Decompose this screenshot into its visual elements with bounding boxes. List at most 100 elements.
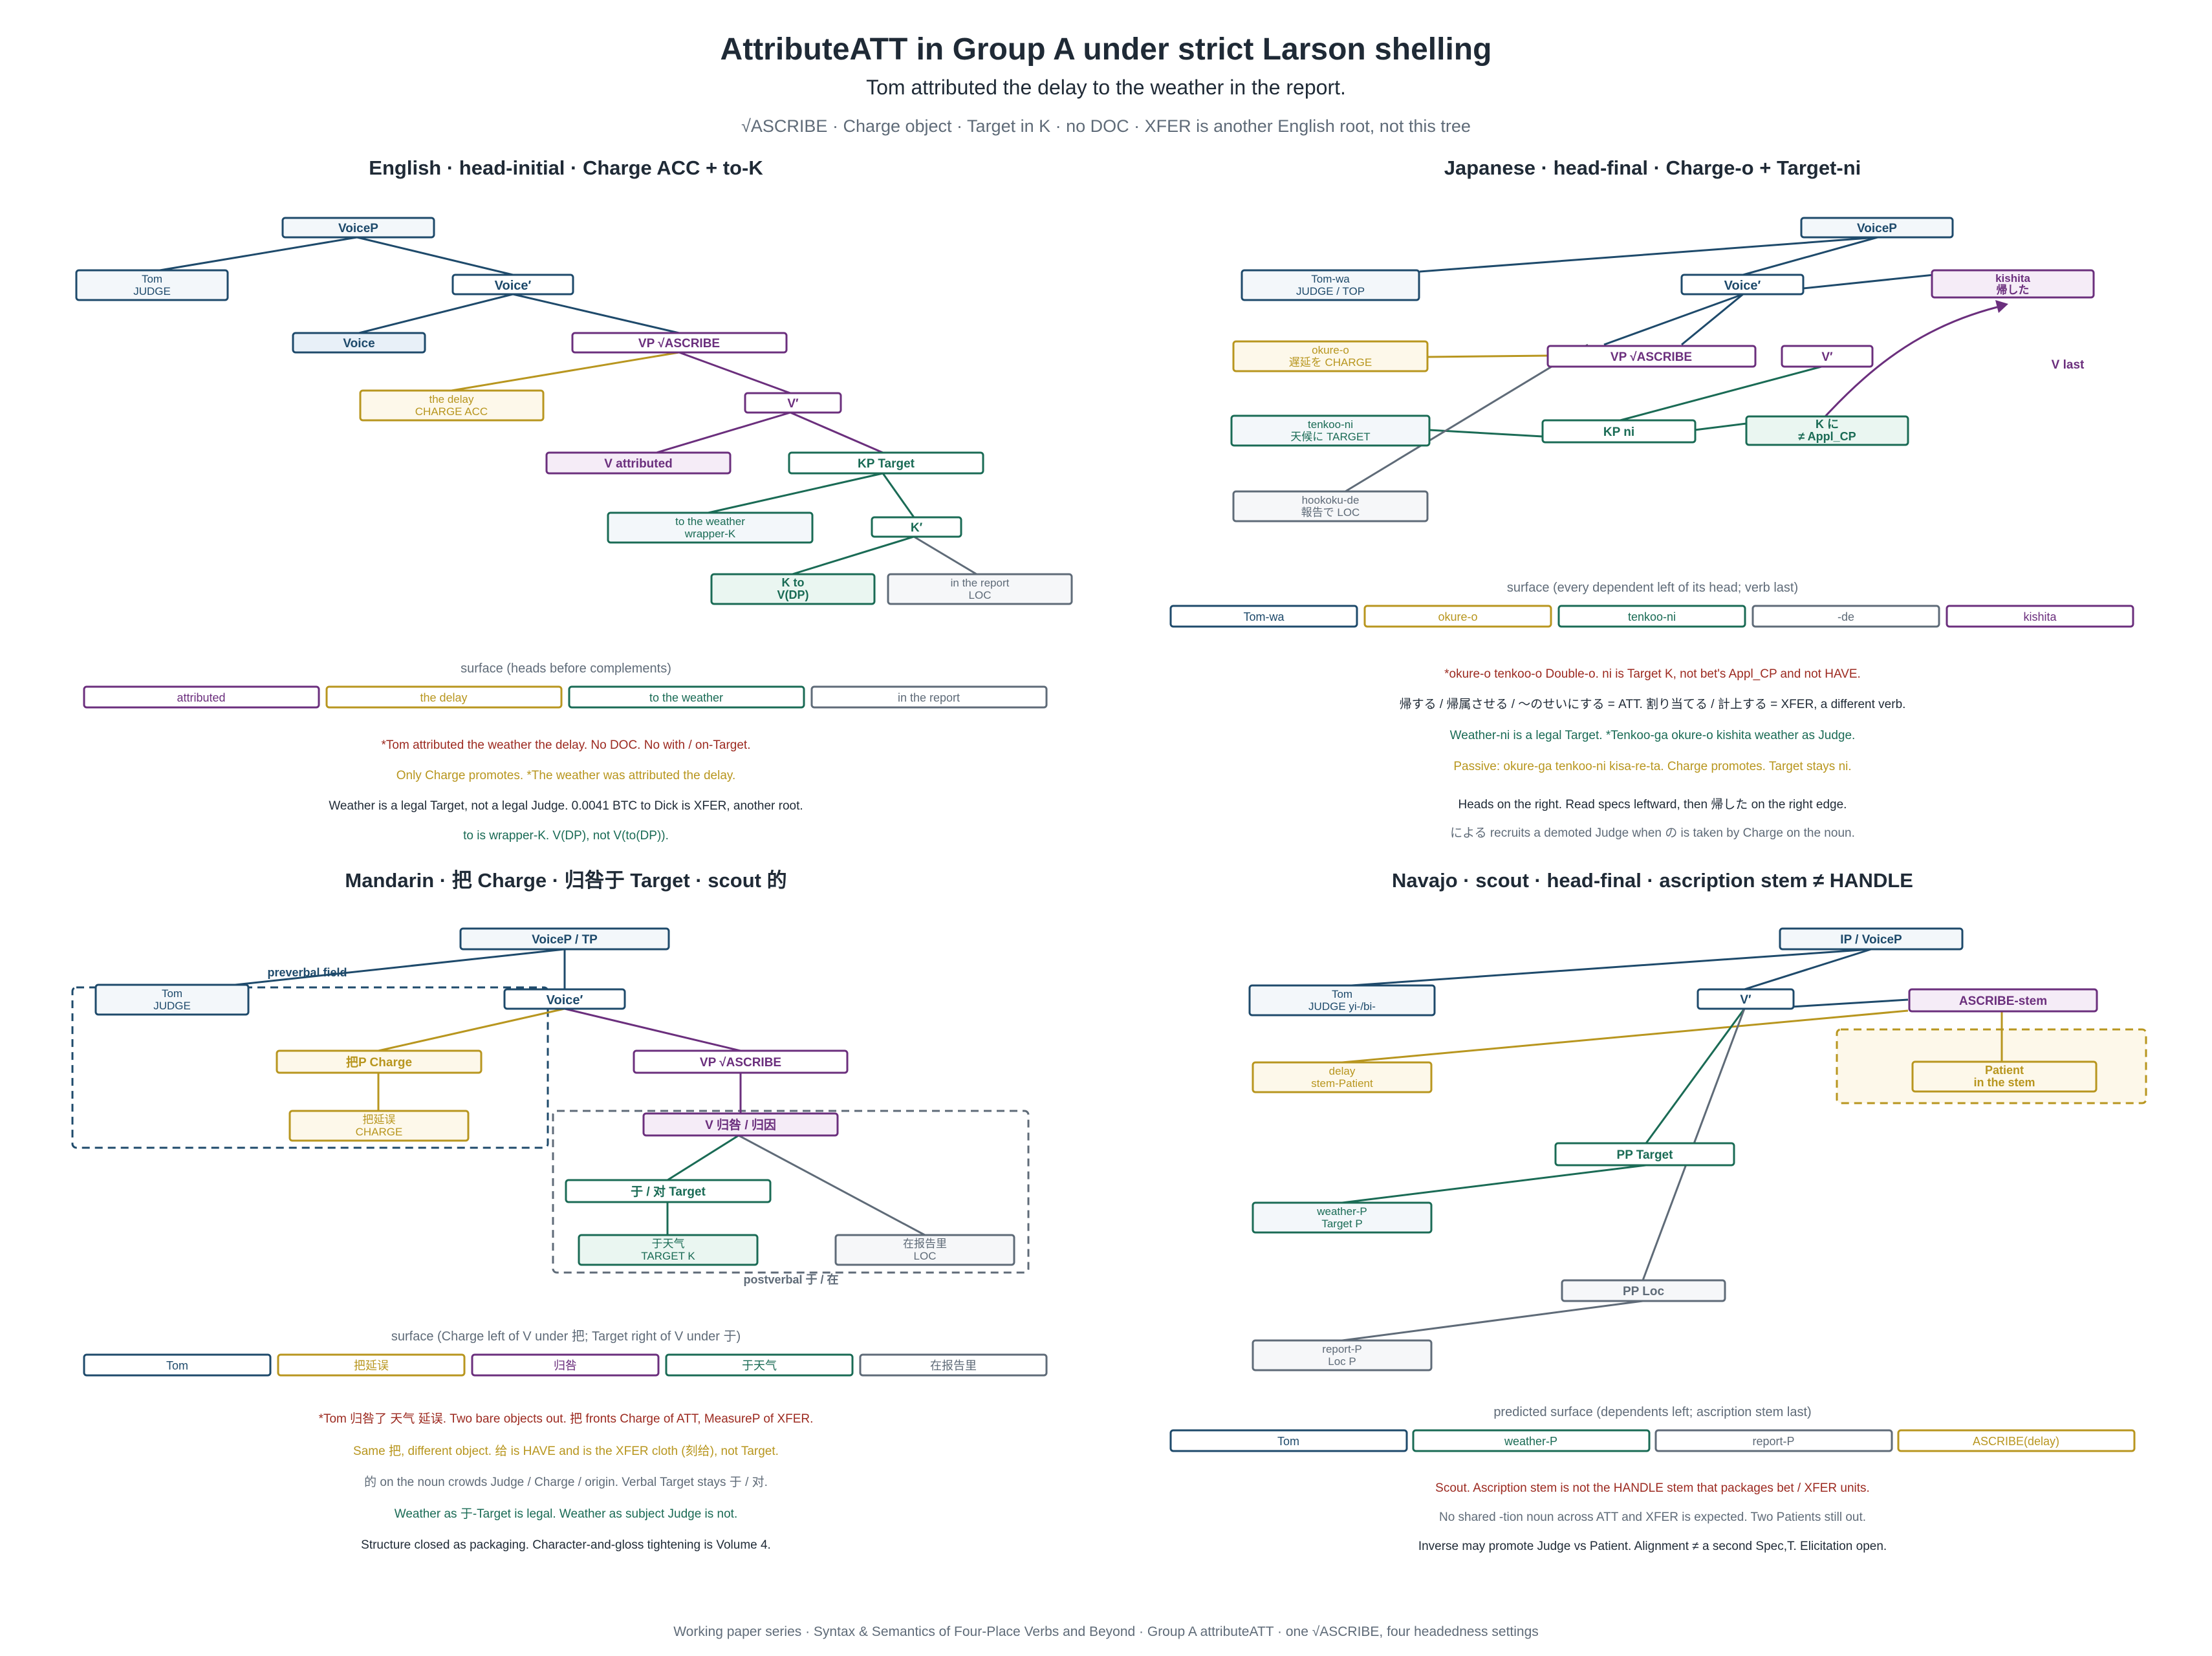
node-kp-target: KP Target [788, 451, 984, 475]
surface-text: -de [1838, 610, 1854, 623]
edge [356, 236, 514, 276]
surface-text: tenkoo-ni [1628, 610, 1676, 623]
node-gloss: 天候に TARGET [1290, 431, 1370, 443]
node-label: Tom [162, 987, 182, 1000]
node-label: weather-P [1316, 1205, 1367, 1218]
node-v-guijiu: V 归咎 / 归因 [642, 1112, 839, 1137]
node-label: Voice′ [495, 279, 532, 293]
surface-token: Tom [83, 1353, 272, 1377]
note: による recruits a demoted Judge when の is t… [1450, 826, 1855, 840]
navajo-heading: Navajo · scout · head-final · ascription… [1392, 869, 1913, 892]
node-tenkoo-ni: tenkoo-ni 天候に TARGET [1230, 414, 1431, 447]
node-the-delay: the delay CHARGE ACC [359, 389, 545, 422]
page-footer: Working paper series · Syntax & Semantic… [673, 1624, 1539, 1639]
node-voicep-tp: VoiceP / TP [459, 927, 670, 951]
edge [1694, 422, 1747, 431]
note: Weather as 于-Target is legal. Weather as… [395, 1507, 738, 1521]
node-label: in the report [951, 577, 1010, 589]
edge [1341, 1300, 1643, 1342]
edge [1419, 236, 1878, 273]
note: Scout. Ascription stem is not the HANDLE… [1435, 1481, 1870, 1495]
surface-token: weather-P [1412, 1429, 1651, 1452]
panel-mandarin: Mandarin · 把 Charge · 归咎于 Target · scout… [71, 869, 1048, 1552]
node-kishita: kishita 帰した [1931, 269, 2095, 299]
node-label: V′ [1740, 993, 1751, 1007]
edge [792, 535, 915, 575]
edge [564, 1007, 741, 1052]
node-voicebar: Voice′ [1680, 274, 1805, 296]
node-k-ni: K に ≠ Appl_CP [1745, 415, 1909, 446]
node-yu-tianqi: 于天气 TARGET K [578, 1234, 759, 1266]
panel-navajo: Navajo · scout · head-final · ascription… [1169, 869, 2147, 1553]
surface-text: Tom [166, 1359, 188, 1372]
node-to-the-weather: to the weather wrapper-K [607, 511, 814, 544]
node-label: tenkoo-ni [1308, 418, 1353, 431]
edge [1345, 343, 1589, 493]
note: Inverse may promote Judge vs Patient. Al… [1418, 1540, 1887, 1553]
note: Weather-ni is a legal Target. *Tenkoo-ga… [1450, 729, 1856, 742]
node-label: ASCRIBE-stem [1959, 995, 2047, 1008]
node-weather-p: weather-P Target P [1252, 1201, 1433, 1234]
node-label: hookoku-de [1302, 494, 1360, 506]
node-label: V′ [1821, 350, 1833, 364]
note: *Tom 归咎了 天气 延误. Two bare objects out. 把 … [319, 1412, 814, 1426]
node-label: IP / VoiceP [1840, 933, 1902, 947]
japanese-surface: Tom-wa okure-o tenkoo-ni -de kishita [1169, 605, 2134, 628]
node-label: Voice′ [547, 993, 583, 1007]
node-okure-o: okure-o 遅延を CHARGE [1232, 340, 1429, 372]
node-tom-judge: Tom JUDGE [75, 269, 229, 301]
node-hookoku-de: hookoku-de 報告で LOC [1232, 490, 1429, 522]
node-label: 于 / 对 Target [631, 1184, 706, 1199]
surface-text: okure-o [1438, 610, 1477, 623]
node-report-p: report-P Loc P [1252, 1339, 1433, 1371]
node-gloss: stem-Patient [1311, 1077, 1373, 1090]
node-vp-ascribe: VP √ASCRIBE [633, 1049, 849, 1074]
surface-token: the delay [325, 685, 563, 709]
note: Same 把, different object. 给 is HAVE and … [353, 1444, 779, 1458]
node-label: VP √ASCRIBE [1610, 350, 1692, 364]
node-label: 于天气 [652, 1238, 685, 1250]
note: No shared -tion noun across ATT and XFER… [1439, 1511, 1866, 1524]
edge [512, 293, 680, 334]
page-title: AttributeATT in Group A under strict Lar… [721, 32, 1492, 67]
node-label: Voice′ [1724, 279, 1761, 293]
node-gloss: TARGET K [641, 1250, 695, 1262]
surface-token: Tom-wa [1169, 605, 1358, 628]
node-label: V 归咎 / 归因 [705, 1117, 776, 1132]
node-pp-target: PP Target [1554, 1142, 1735, 1167]
surface-token: to the weather [568, 685, 805, 709]
edge [790, 411, 884, 454]
surface-token: report-P [1654, 1429, 1893, 1452]
node-voicep: VoiceP [1800, 217, 1954, 239]
mandarin-tree-nodes: VoiceP / TP Tom JUDGE Voice′ 把P Charge V… [94, 927, 1015, 1266]
node-gloss: JUDGE / TOP [1296, 285, 1365, 297]
node-gloss: JUDGE [153, 1000, 191, 1012]
surface-text: Tom-wa [1243, 610, 1285, 623]
node-voice: Voice [292, 332, 426, 354]
surface-token: 把延误 [277, 1353, 466, 1377]
edge [1429, 429, 1543, 438]
node-label: Tom-wa [1311, 273, 1350, 285]
edge [1603, 293, 1744, 346]
node-pp-loc: PP Loc [1561, 1279, 1726, 1302]
page-subtitle: Tom attributed the delay to the weather … [866, 76, 1346, 99]
node-label: K′ [911, 521, 923, 535]
navajo-tree-nodes: IP / VoiceP Tom JUDGE yi-/bi- V′ ASCRIBE… [1248, 927, 2098, 1371]
edge [1742, 236, 1878, 276]
node-label: K に [1816, 418, 1839, 431]
note: Structure closed as packaging. Character… [361, 1538, 771, 1552]
node-k-to: K to V(DP) [710, 573, 876, 605]
note: Weather is a legal Target, not a legal J… [329, 799, 803, 813]
ascription-arrow [1824, 304, 2006, 418]
surface-text: 把延误 [354, 1359, 389, 1372]
edge [1620, 365, 1825, 422]
english-tree-edges [151, 236, 977, 575]
edge [913, 535, 977, 575]
surface-text: 在报告里 [930, 1359, 977, 1372]
node-gloss: JUDGE yi-/bi- [1308, 1000, 1376, 1013]
note: Only Charge promotes. *The weather was a… [396, 769, 736, 782]
japanese-surface-label: surface (every dependent left of its hea… [1507, 581, 1798, 595]
node-label: 在报告里 [903, 1238, 947, 1250]
postverbal-field-box [552, 1110, 1030, 1274]
node-gloss: 報告で LOC [1301, 506, 1360, 519]
